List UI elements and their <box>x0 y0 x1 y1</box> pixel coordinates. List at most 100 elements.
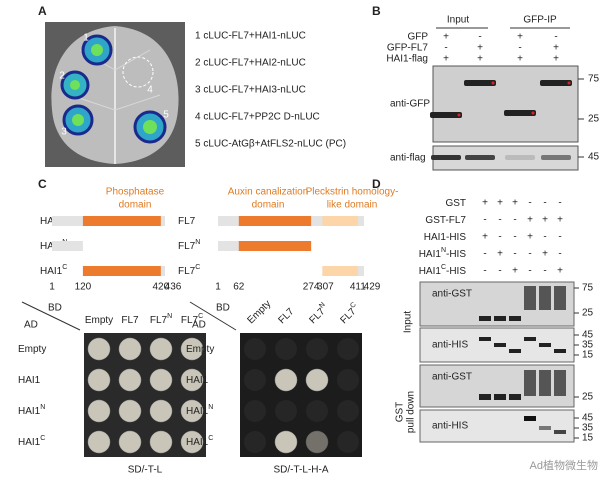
colony <box>274 368 298 392</box>
colony <box>274 430 298 454</box>
sign: + <box>477 43 483 54</box>
label-part: HAI1 <box>40 266 63 277</box>
label-part: FL7 <box>150 315 168 326</box>
position-label: 120 <box>75 282 92 293</box>
superscript: N <box>195 239 200 246</box>
label-part: HAI1 <box>40 216 63 227</box>
band <box>539 370 551 396</box>
colony <box>87 430 111 454</box>
label-part: HAI1 <box>18 437 41 448</box>
band-dot <box>567 81 571 85</box>
sign: - <box>483 266 486 277</box>
label-part: -HIS <box>446 266 466 277</box>
colony <box>149 337 173 361</box>
sign: + <box>517 32 523 43</box>
sign: - <box>498 232 501 243</box>
label-part: FL7 <box>178 266 196 277</box>
band <box>504 110 536 116</box>
band <box>554 370 566 396</box>
colony <box>118 399 142 423</box>
marker-label: 35 <box>582 340 594 351</box>
superscript: C <box>40 435 45 442</box>
column-label: FL7N <box>150 313 172 326</box>
band <box>554 349 566 353</box>
band <box>539 426 551 430</box>
row-label: HAI1C-HIS <box>419 264 467 277</box>
band <box>554 430 566 434</box>
band <box>509 394 521 400</box>
position-label: 420 <box>152 282 169 293</box>
sign: + <box>477 54 483 65</box>
domain-bar <box>322 266 358 276</box>
position-label: 429 <box>364 282 381 293</box>
label-part: FL7 <box>121 315 139 326</box>
position-label: 1 <box>215 282 221 293</box>
construct-label: 5 cLUC-AtGβ+AtFLS2-nLUC (PC) <box>195 139 346 150</box>
domain-bar <box>238 216 312 226</box>
band <box>541 155 571 160</box>
marker-label: 75 <box>582 283 594 294</box>
position-label: 274 <box>303 282 320 293</box>
colony <box>275 338 297 360</box>
sign: + <box>497 198 503 209</box>
corner-label: BD <box>48 303 62 314</box>
superscript: N <box>167 313 172 320</box>
leaf-number: 1 <box>83 33 89 44</box>
band <box>554 286 566 310</box>
protein-label: FL7C <box>178 264 200 277</box>
antibody-label: anti-HIS <box>432 421 468 432</box>
marker-label: 35 <box>582 423 594 434</box>
medium-label: SD/-T-L-H-A <box>274 465 329 476</box>
colony <box>337 431 359 453</box>
label-part: HAI1 <box>419 266 442 277</box>
marker-label: 75 <box>588 74 600 85</box>
marker-label: 15 <box>582 350 594 361</box>
superscript: C <box>349 301 358 310</box>
band <box>494 343 506 347</box>
sign: - <box>498 215 501 226</box>
sign: + <box>482 232 488 243</box>
sign: - <box>483 249 486 260</box>
superscript: C <box>208 435 213 442</box>
sign: - <box>513 232 516 243</box>
corner-rule <box>21 301 81 331</box>
band <box>524 370 536 396</box>
sign: - <box>518 43 521 54</box>
antibody-label: anti-GST <box>432 372 472 383</box>
colony <box>118 368 142 392</box>
colony <box>305 368 329 392</box>
domain-label: Phosphatase <box>106 187 165 198</box>
sign: + <box>443 32 449 43</box>
leaf-number: 3 <box>61 127 67 138</box>
row-label: GFP <box>407 32 428 43</box>
position-label: 62 <box>233 282 245 293</box>
band <box>479 337 491 341</box>
sign: + <box>512 198 518 209</box>
corner-label: AD <box>24 320 38 331</box>
domain-bar <box>238 241 312 251</box>
protein-label: FL7 <box>178 216 196 227</box>
band <box>539 343 551 347</box>
colony <box>306 400 328 422</box>
leaf-number: 4 <box>147 85 153 96</box>
side-label: GST <box>395 402 406 423</box>
sign: - <box>478 32 481 43</box>
band <box>494 316 506 321</box>
band-dot <box>457 113 461 117</box>
marker-label: 15 <box>582 433 594 444</box>
sign: + <box>557 266 563 277</box>
marker-label: 45 <box>582 330 594 341</box>
label-part: FL7 <box>181 315 199 326</box>
row-label: GST <box>445 198 466 209</box>
band <box>505 155 535 160</box>
row-label: HAI1 <box>18 375 41 386</box>
marker-label: 25 <box>582 308 594 319</box>
construct-label: 1 cLUC-FL7+HAI1-nLUC <box>195 31 306 42</box>
colony <box>337 369 359 391</box>
sign: - <box>513 215 516 226</box>
row-label: HAI1-flag <box>386 54 428 65</box>
band <box>509 316 521 321</box>
sign: + <box>512 266 518 277</box>
watermark: Ad植物微生物 <box>530 458 598 472</box>
